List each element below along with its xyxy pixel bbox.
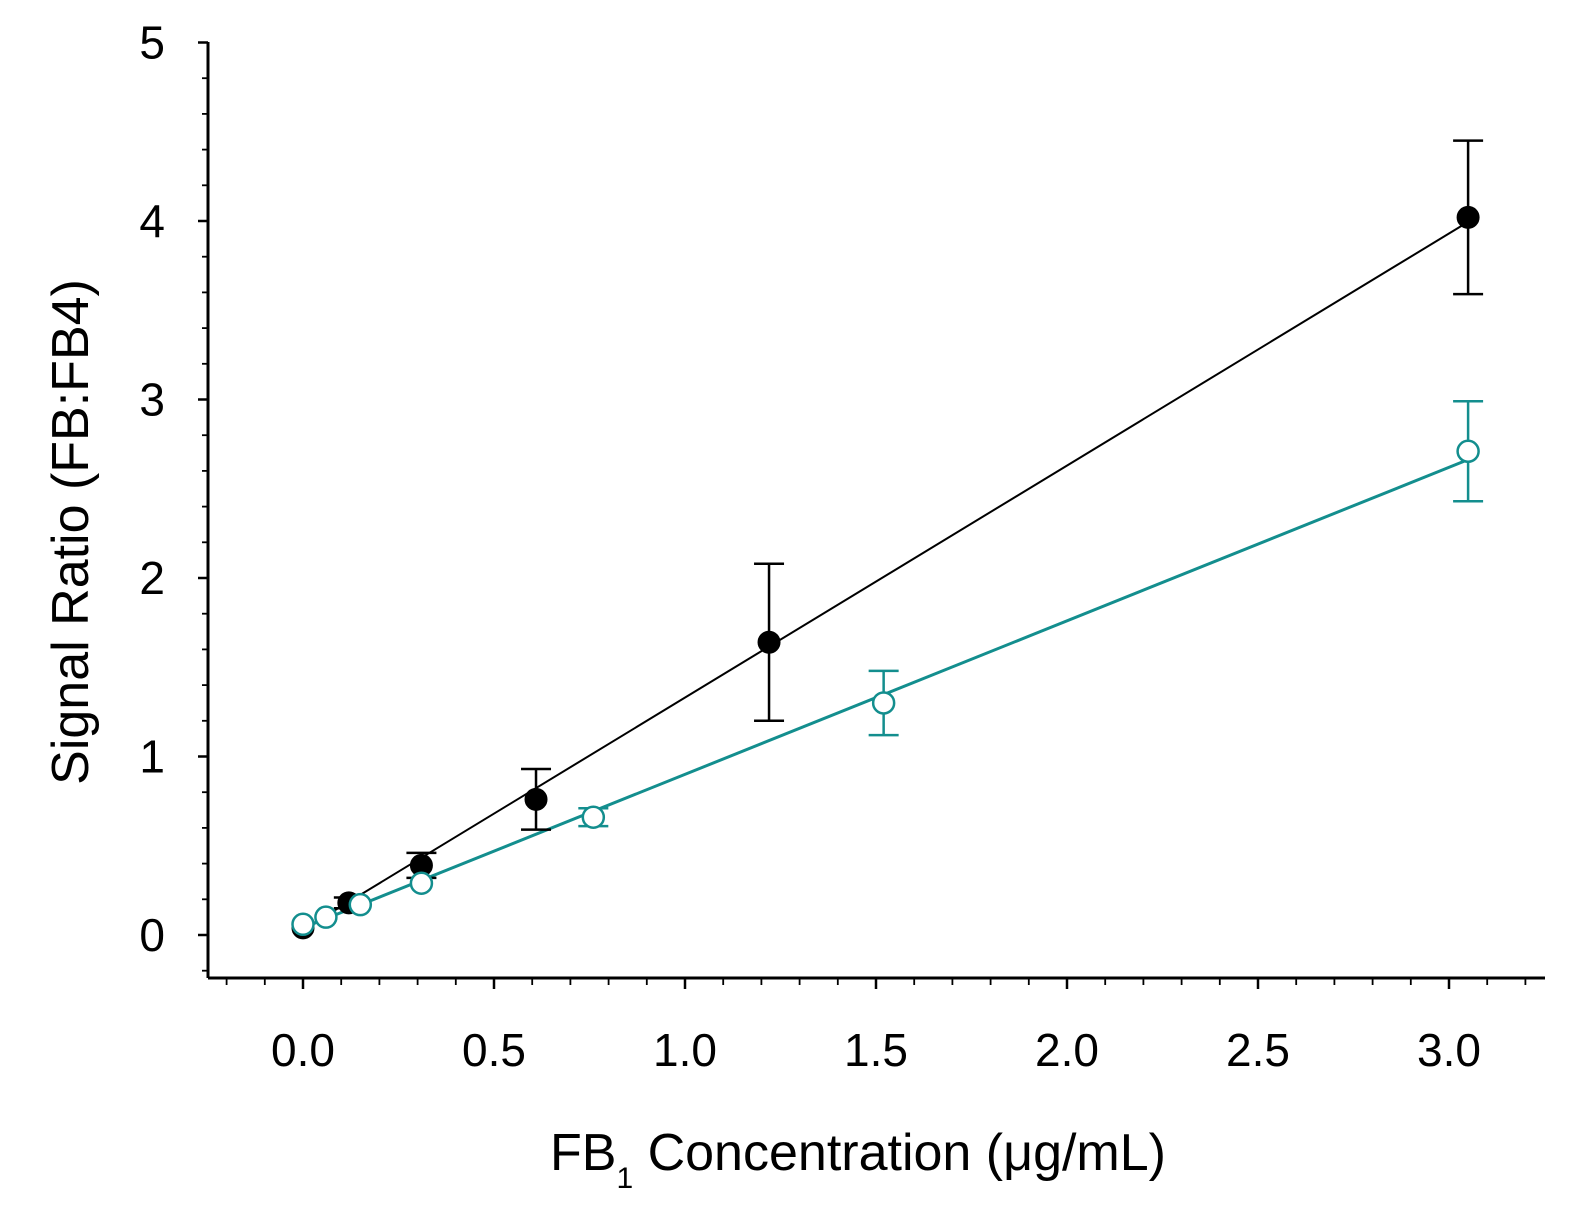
x-tick-label: 0.5 xyxy=(462,1024,526,1076)
filled-point xyxy=(1456,205,1480,229)
y-tick-label: 5 xyxy=(139,17,165,69)
open-point xyxy=(348,892,373,917)
filled-point xyxy=(524,787,548,811)
open-point xyxy=(291,912,315,937)
open-point xyxy=(314,905,338,929)
y-tick-label: 0 xyxy=(139,909,165,961)
open-point xyxy=(581,805,606,829)
x-tick-label: 1.5 xyxy=(844,1024,908,1076)
tick-labels: 0 1 2 3 4 5 0.0 0.5 1.0 1.5 2.0 2.5 3.0 xyxy=(139,17,1481,1077)
x-tick-label: 2.0 xyxy=(1035,1024,1099,1076)
open-point xyxy=(871,691,896,715)
y-tick-label: 2 xyxy=(139,552,165,604)
x-axis-title-main: FB xyxy=(550,1124,616,1182)
x-tick-label: 2.5 xyxy=(1226,1024,1290,1076)
data-markers xyxy=(291,205,1480,940)
filled-fit-line xyxy=(302,221,1469,931)
y-tick-label: 3 xyxy=(139,374,165,426)
filled-point xyxy=(757,630,781,654)
x-axis-title-rest: Concentration (μg/mL) xyxy=(633,1124,1166,1182)
x-tick-label: 1.0 xyxy=(653,1024,717,1076)
x-tick-label: 0.0 xyxy=(271,1024,335,1076)
x-axis-title: FB1 Concentration (μg/mL) xyxy=(550,1124,1166,1195)
y-tick-label: 1 xyxy=(139,731,165,783)
y-axis-title: Signal Ratio (FB:FB4) xyxy=(42,279,100,785)
x-tick-label: 3.0 xyxy=(1417,1024,1481,1076)
axes xyxy=(198,41,1545,989)
open-point xyxy=(1456,439,1480,464)
open-point xyxy=(409,871,434,895)
y-tick-label: 4 xyxy=(139,195,165,247)
x-axis-title-subscript: 1 xyxy=(616,1162,633,1195)
fit-lines xyxy=(302,221,1469,931)
